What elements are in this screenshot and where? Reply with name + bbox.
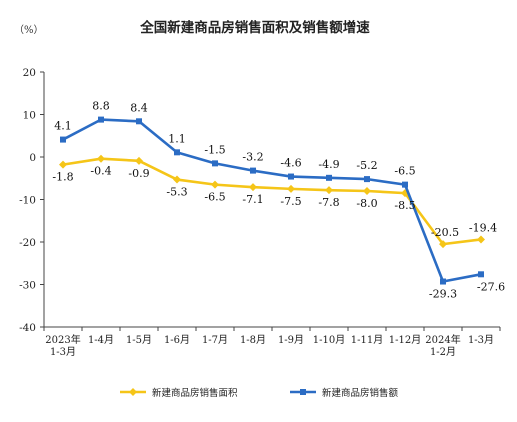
data-label: -1.5 <box>204 143 225 156</box>
data-point <box>212 160 218 167</box>
data-label: -4.9 <box>318 158 339 171</box>
data-label: -7.5 <box>280 195 301 208</box>
data-point <box>439 240 447 249</box>
data-label: 8.4 <box>130 101 148 114</box>
data-labels: -1.8 -0.4 -0.9 -5.3 -6.5 -7.1 -7.5 -7.8 -8.0 -8.5… <box>52 100 505 301</box>
legend-label: 新建商品房销售面积 <box>152 387 238 399</box>
data-label: -7.1 <box>242 193 263 206</box>
data-label: -0.9 <box>128 167 149 180</box>
data-label: -7.8 <box>318 196 339 209</box>
chart-title: 全国新建商品房销售面积及销售额增速 <box>139 19 370 36</box>
data-point <box>60 136 66 143</box>
series-layer <box>59 116 485 285</box>
data-point <box>477 235 485 244</box>
data-point <box>287 184 295 193</box>
x-tick-label: 1-12月 <box>389 334 421 346</box>
axes: 20 10 0 -10 -20 -30 -40 2023年 1-3月 1-4月 1-5月 1-6月 1-… <box>19 67 501 358</box>
data-point <box>363 187 371 195</box>
data-label: -19.4 <box>469 221 497 234</box>
data-label: 8.8 <box>92 100 110 113</box>
data-point <box>97 154 105 163</box>
x-tick-label: 1-6月 <box>164 334 190 346</box>
data-label: -6.5 <box>204 191 225 204</box>
data-label: -6.5 <box>394 165 415 178</box>
x-tick-label: 1-10月 <box>313 334 345 346</box>
series-line-1 <box>62 118 482 283</box>
data-label: -1.8 <box>52 171 73 184</box>
data-point <box>173 175 181 184</box>
x-tick-label: 1-3月 <box>468 334 494 346</box>
x-tick-label: 1-4月 <box>88 334 114 346</box>
y-tick-label: -40 <box>19 322 36 334</box>
x-tick-label: 1-11月 <box>351 334 383 346</box>
data-point <box>98 116 104 123</box>
data-label: -8.5 <box>394 199 415 212</box>
data-label: -27.6 <box>477 280 505 293</box>
data-point <box>478 271 484 278</box>
data-point <box>174 149 180 156</box>
data-point <box>325 186 333 195</box>
data-label: -3.2 <box>242 151 263 164</box>
data-point <box>326 174 332 181</box>
data-label: 4.1 <box>54 120 72 133</box>
x-tick-label: 1-5月 <box>126 334 152 346</box>
data-label: -5.3 <box>166 186 187 199</box>
data-label: -8.0 <box>356 197 377 210</box>
y-tick-label: 10 <box>23 110 36 122</box>
legend-swatch-marker <box>300 389 306 395</box>
data-point <box>135 156 143 165</box>
y-tick-label: 0 <box>29 152 36 164</box>
y-unit-label: （%） <box>14 24 44 36</box>
data-point <box>288 173 294 180</box>
data-point <box>136 118 142 125</box>
y-tick-label: 20 <box>23 67 36 79</box>
y-tick-label: -20 <box>19 237 36 249</box>
data-label: -4.6 <box>280 157 301 170</box>
data-point <box>364 176 370 183</box>
data-point <box>440 278 446 285</box>
x-tick-label: 2023年 1-3月 <box>45 333 80 358</box>
y-tick-label: -30 <box>19 280 36 292</box>
data-label: -29.3 <box>429 288 457 301</box>
data-point <box>59 160 67 169</box>
data-point <box>249 183 257 192</box>
x-tick-label: 1-9月 <box>278 334 304 346</box>
y-tick-label: -10 <box>19 195 36 207</box>
data-label: -0.4 <box>90 165 111 178</box>
data-label: 1.1 <box>168 132 186 145</box>
data-point <box>211 180 219 189</box>
x-tick-label: 1-7月 <box>202 334 228 346</box>
data-label: -20.5 <box>431 226 459 239</box>
x-tick-label: 2024年 1-2月 <box>425 333 460 358</box>
legend-label: 新建商品房销售额 <box>322 387 399 399</box>
data-label: -5.2 <box>356 159 377 172</box>
data-point <box>402 181 408 188</box>
x-tick-label: 1-8月 <box>240 334 266 346</box>
series-line-0 <box>62 157 482 246</box>
legend-swatch-marker <box>129 388 137 396</box>
data-point <box>250 167 256 174</box>
legend: 新建商品房销售面积 新建商品房销售额 <box>120 387 399 399</box>
